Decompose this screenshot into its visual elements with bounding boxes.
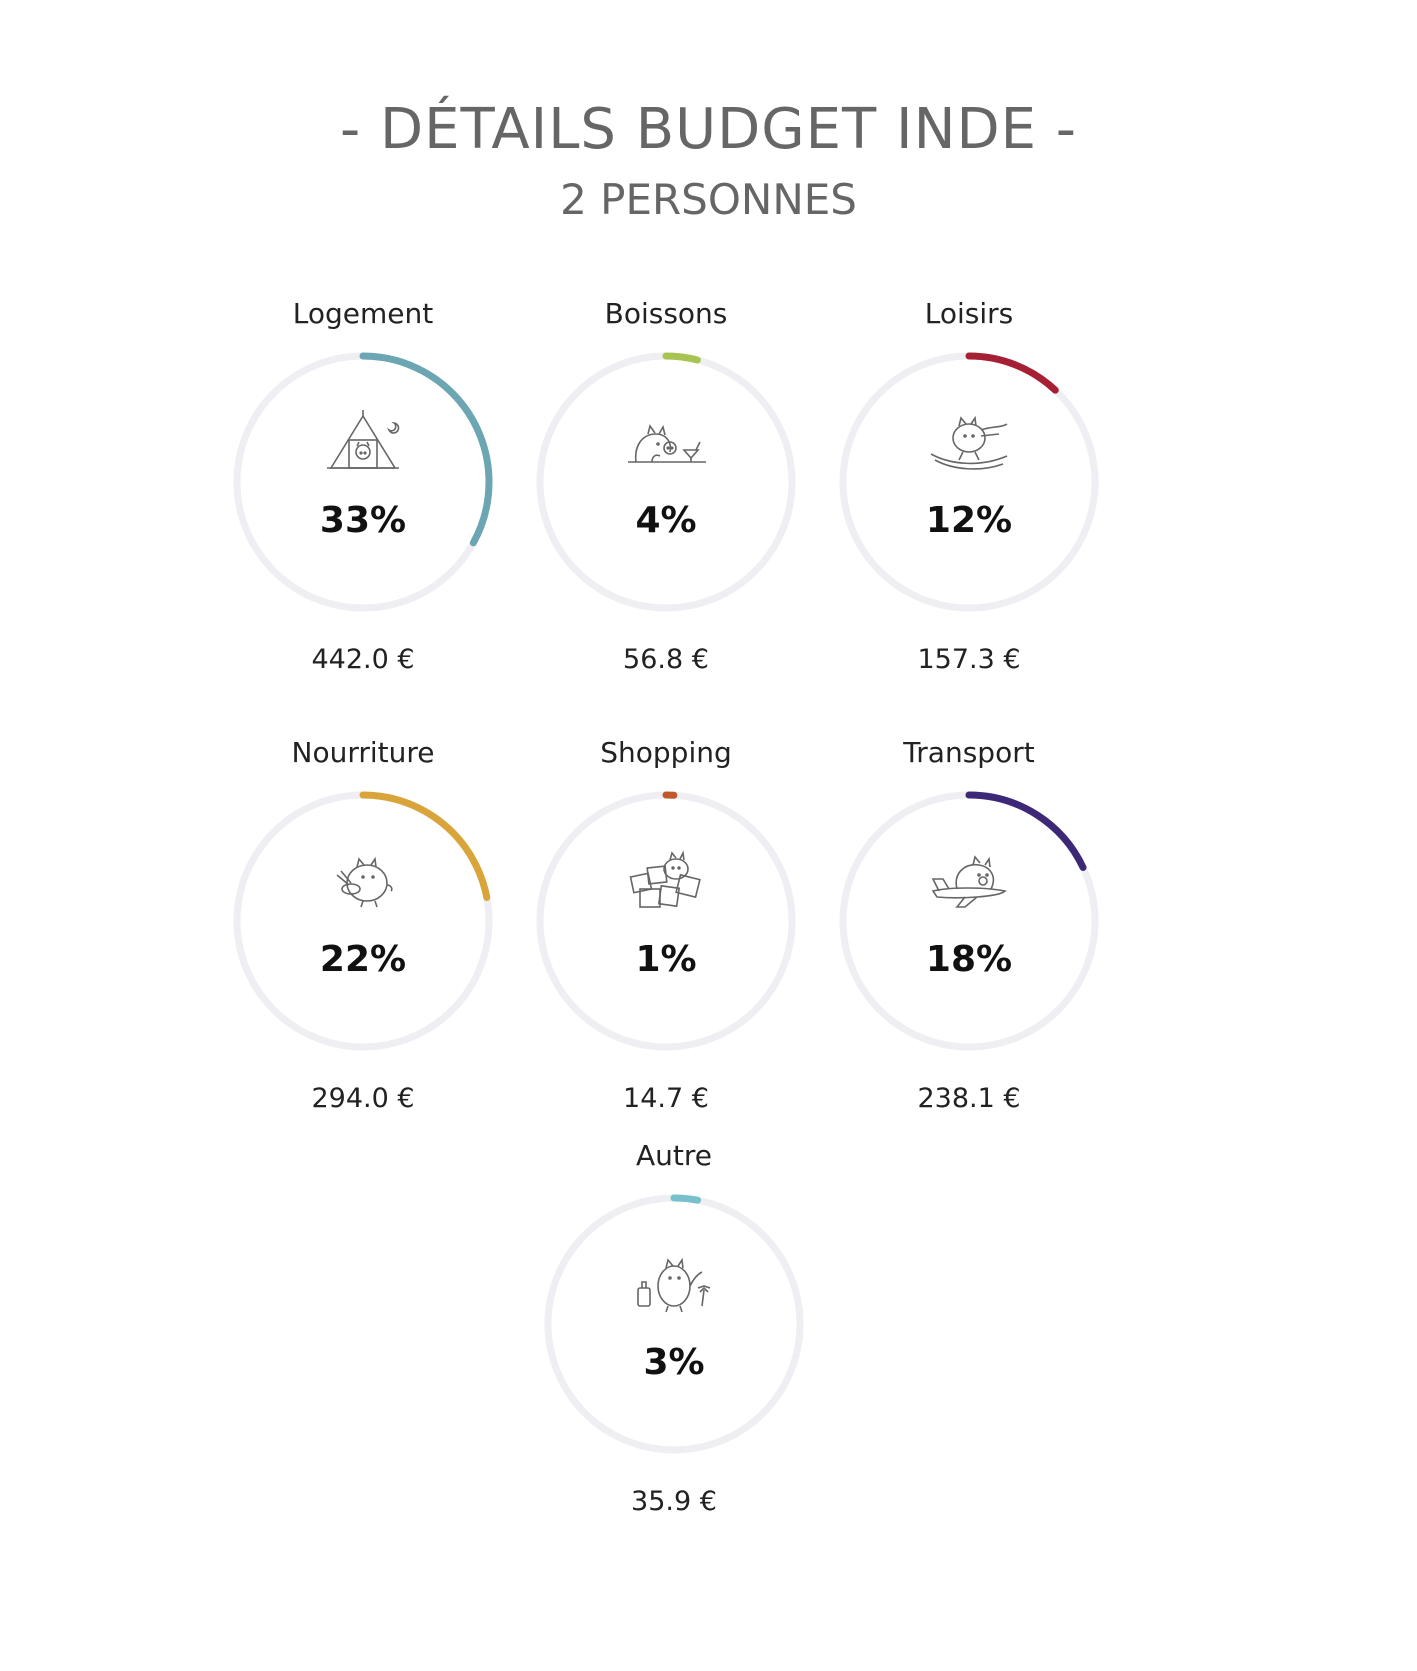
ring-gauge-autre: 3% <box>536 1186 812 1462</box>
ring-arc-logement <box>233 352 493 612</box>
category-label: Logement <box>292 297 434 330</box>
page-title: - DÉTAILS BUDGET INDE - <box>340 97 1077 162</box>
amount-value: 56.8 € <box>623 644 709 675</box>
category-label: Boissons <box>604 297 728 330</box>
percent-value: 4% <box>635 500 697 541</box>
travel-pig-icon <box>634 1248 714 1318</box>
amount-value: 157.3 € <box>917 644 1021 675</box>
amount-value: 35.9 € <box>631 1486 717 1517</box>
ring-track <box>536 791 796 1051</box>
budget-card-logement: Logement 33% 442.0 € <box>203 294 523 714</box>
ring-track <box>544 1194 804 1454</box>
amount-value: 238.1 € <box>917 1083 1021 1114</box>
ring-gauge-boissons: 4% <box>528 344 804 620</box>
ring-track <box>839 352 1099 612</box>
budget-card-boissons: Boissons 4% 56.8 € <box>506 294 826 714</box>
category-label: Nourriture <box>291 736 435 769</box>
ring-gauge-nourriture: 22% <box>225 783 501 1059</box>
category-label: Loisirs <box>924 297 1014 330</box>
budget-card-autre: Autre 3% 35.9 € <box>514 1136 834 1556</box>
plane-pig-icon <box>929 845 1009 915</box>
ring-arc-transport <box>839 791 1099 1051</box>
amount-value: 294.0 € <box>311 1083 415 1114</box>
budget-card-nourriture: Nourriture 22% 294.0 € <box>203 733 523 1153</box>
budget-card-shopping: Shopping 1% 14.7 € <box>506 733 826 1153</box>
category-label: Transport <box>903 736 1035 769</box>
percent-value: 12% <box>925 500 1013 541</box>
ring-gauge-transport: 18% <box>831 783 1107 1059</box>
percent-value: 3% <box>643 1342 705 1383</box>
ring-arc-loisirs <box>839 352 1099 612</box>
budget-card-transport: Transport 18% 238.1 € <box>809 733 1129 1153</box>
tent-pig-icon <box>323 406 403 476</box>
ring-arc-boissons <box>536 352 796 612</box>
shopping-pig-icon <box>626 845 706 915</box>
drinking-pig-icon <box>626 406 706 476</box>
ring-gauge-shopping: 1% <box>528 783 804 1059</box>
ring-arc-shopping <box>536 791 796 1051</box>
amount-value: 14.7 € <box>623 1083 709 1114</box>
ring-arc-autre <box>544 1194 804 1454</box>
ring-arc-nourriture <box>233 791 493 1051</box>
percent-value: 1% <box>635 939 697 980</box>
percent-value: 33% <box>319 500 407 541</box>
percent-value: 18% <box>925 939 1013 980</box>
budget-card-loisirs: Loisirs 12% 157.3 € <box>809 294 1129 714</box>
ring-gauge-loisirs: 12% <box>831 344 1107 620</box>
ring-track <box>536 352 796 612</box>
skiing-pig-icon <box>929 406 1009 476</box>
category-label: Shopping <box>600 736 732 769</box>
amount-value: 442.0 € <box>311 644 415 675</box>
page-subtitle: 2 PERSONNES <box>560 175 857 224</box>
ring-gauge-logement: 33% <box>225 344 501 620</box>
category-label: Autre <box>635 1139 712 1172</box>
eating-pig-icon <box>323 845 403 915</box>
percent-value: 22% <box>319 939 407 980</box>
